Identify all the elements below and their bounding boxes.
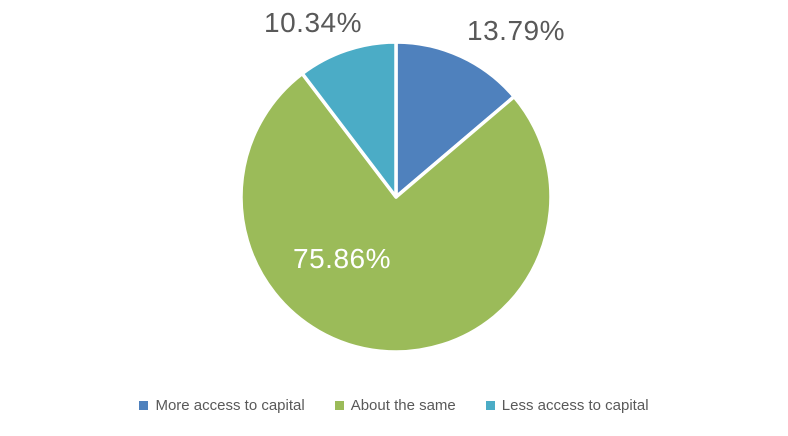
legend-swatch-less-access-icon xyxy=(485,401,495,410)
legend-label-less-access: Less access to capital xyxy=(501,397,649,414)
pie-slice-1 xyxy=(239,71,553,354)
legend-item-about-same: About the same xyxy=(334,397,456,414)
pie-slice-0 xyxy=(394,40,516,199)
legend-label-more-access: More access to capital xyxy=(155,397,305,414)
legend: More access to capital About the same Le… xyxy=(0,397,788,414)
legend-swatch-more-access-icon xyxy=(139,401,149,410)
legend-label-about-same: About the same xyxy=(350,397,456,414)
legend-item-more-access: More access to capital xyxy=(139,397,305,414)
pie-slice-2 xyxy=(300,40,398,199)
legend-item-less-access: Less access to capital xyxy=(485,397,649,414)
data-label-about-same: 75.86% xyxy=(293,243,391,274)
data-label-less-access: 10.34% xyxy=(264,7,362,38)
data-label-more-access: 13.79% xyxy=(467,15,565,46)
legend-swatch-about-same-icon xyxy=(334,401,344,410)
